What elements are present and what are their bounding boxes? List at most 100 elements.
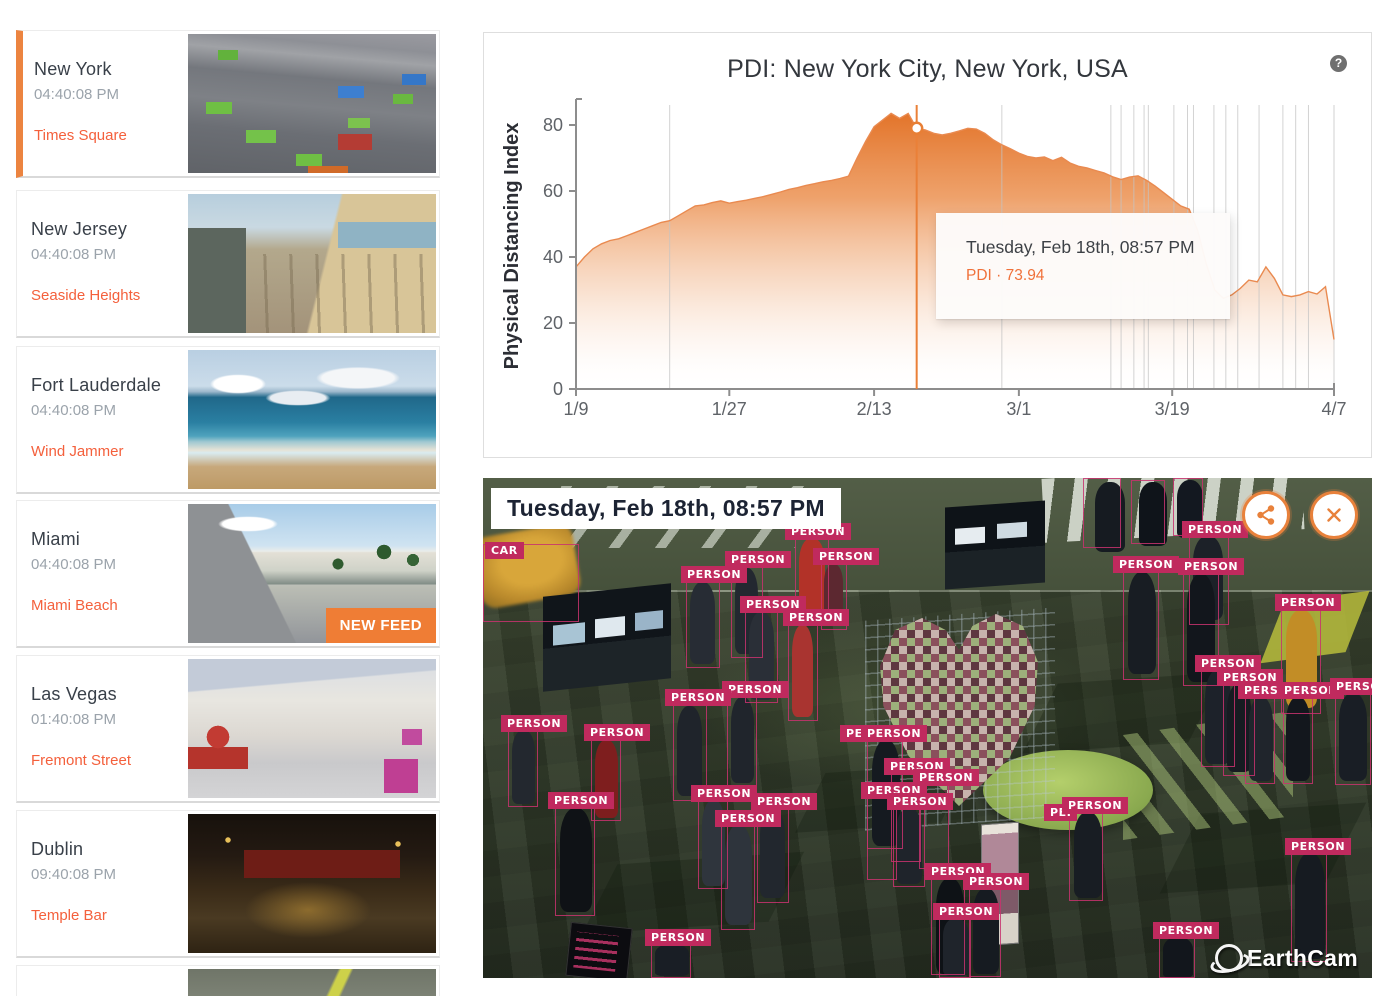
camera-card-dublin[interactable]: Dublin 09:40:08 PM Temple Bar: [16, 810, 440, 958]
help-icon[interactable]: ?: [1330, 55, 1347, 72]
x-tick-label: 1/9: [563, 399, 588, 419]
detection-label: PERSON: [1182, 521, 1249, 538]
detection-label: PERSON: [813, 548, 880, 565]
earthcam-globe-icon: [1214, 944, 1243, 972]
street-sign-board: [565, 921, 633, 978]
pedestrian-figure: [1074, 812, 1102, 898]
camera-time: 04:40:08 PM: [31, 402, 117, 419]
detection-label: PERSON: [1330, 678, 1372, 695]
detection-label: PERSON: [887, 793, 954, 810]
detection-label: PERSON: [740, 596, 807, 613]
share-icon: [1257, 505, 1275, 525]
pedestrian-figure: [973, 888, 999, 974]
tooltip-series: PDI: [966, 267, 992, 284]
x-tick-label: 3/1: [1006, 399, 1031, 419]
detection-label: PERSON: [725, 551, 792, 568]
camera-card-miami[interactable]: Miami 04:40:08 PM Miami Beach NEW FEED: [16, 500, 440, 648]
detection-label: PERSON: [1062, 797, 1129, 814]
camera-city: New York: [34, 59, 112, 79]
tooltip-date: Tuesday, Feb 18th, 08:57 PM: [966, 237, 1195, 257]
camera-card-meta: Fort Lauderdale 04:40:08 PM Wind Jammer: [31, 375, 191, 460]
detection-label: PERSON: [722, 681, 789, 698]
axes: [575, 98, 1335, 390]
camera-thumbnail: NEW FEED: [188, 504, 436, 643]
share-button[interactable]: [1242, 491, 1290, 539]
pedestrian-figure: [1295, 853, 1325, 959]
camera-location: Times Square: [34, 127, 127, 144]
camera-card-meta: New York 04:40:08 PM Times Square: [34, 59, 194, 144]
camera-card-new-york[interactable]: New York 04:40:08 PM Times Square: [16, 30, 440, 178]
detection-label: PERSON: [1195, 655, 1262, 672]
detection-label: PERSON: [548, 792, 615, 809]
camera-city: New Jersey: [31, 219, 128, 239]
camera-location: Fremont Street: [31, 752, 132, 769]
x-tick-label: 2/13: [857, 399, 892, 419]
camera-card-las-vegas[interactable]: Las Vegas 01:40:08 PM Fremont Street: [16, 655, 440, 803]
camera-thumbnail: [188, 969, 436, 996]
detection-bounding-box: [1123, 568, 1159, 680]
y-axis-label: Physical Distancing Index: [501, 123, 523, 370]
detection-bounding-box: [969, 885, 1001, 977]
camera-thumbnail: [188, 350, 436, 489]
earthcam-watermark: EarthCam: [1214, 944, 1358, 972]
x-tick-label: 4/7: [1321, 399, 1346, 419]
camera-location: Temple Bar: [31, 907, 107, 924]
camera-thumbnail: [188, 34, 436, 173]
x-tick-label: 1/27: [712, 399, 747, 419]
camera-card-new-jersey[interactable]: New Jersey 04:40:08 PM Seaside Heights: [16, 190, 440, 338]
detection-label: PERSON: [1278, 682, 1345, 699]
y-tick-label: 40: [543, 247, 563, 267]
pedestrian-figure: [512, 730, 535, 804]
detection-label: PERSON: [783, 609, 850, 626]
close-button[interactable]: [1310, 491, 1358, 539]
detection-label: PERSON: [933, 903, 1000, 920]
pdi-area-chart[interactable]: 0 20 40 60 80 1/9 1/27 2/13 3/1 3/19 4/7 Physical D…: [484, 33, 1373, 459]
detection-label: PERSON: [1217, 669, 1284, 686]
pedestrian-figure: [1163, 937, 1193, 978]
camera-thumbnail: [188, 659, 436, 798]
detection-bounding-box: [893, 805, 925, 887]
camera-card-meta: New Jersey 04:40:08 PM Seaside Heights: [31, 219, 191, 304]
detection-bounding-box: [686, 578, 720, 668]
selected-point-marker: [909, 121, 924, 136]
detection-bounding-box: [939, 915, 971, 978]
pedestrian-figure: [560, 808, 592, 912]
pedestrian-figure: [690, 582, 715, 664]
camera-city: Miami: [31, 529, 80, 549]
pedestrian-figure: [792, 625, 813, 717]
camera-time: 04:40:08 PM: [34, 86, 120, 103]
y-tick-label: 20: [543, 313, 563, 333]
detection-label: PERSON: [963, 873, 1030, 890]
detection-label: PERSON: [1285, 838, 1352, 855]
detection-label: PERSON: [501, 715, 568, 732]
kiosk-bins: [945, 500, 1045, 590]
camera-location: Miami Beach: [31, 597, 118, 614]
detection-label: PERSON: [584, 724, 651, 741]
detection-bounding-box: [508, 727, 538, 807]
camera-card-fort-lauderdale[interactable]: Fort Lauderdale 04:40:08 PM Wind Jammer: [16, 346, 440, 494]
detection-label: CAR: [485, 542, 524, 559]
camera-time: 09:40:08 PM: [31, 866, 117, 883]
camera-thumbnail: [188, 194, 436, 333]
camera-time: 01:40:08 PM: [31, 711, 117, 728]
detection-bounding-box: [1069, 809, 1103, 901]
x-tick-label: 3/19: [1155, 399, 1190, 419]
detection-label: PERSON: [1113, 556, 1180, 573]
new-feed-badge: NEW FEED: [325, 608, 436, 643]
camera-feed-panel: CAR PERSON PERSON PERSON PERSON PERSON PERSON P…: [483, 478, 1372, 978]
y-tick-label: 80: [543, 115, 563, 135]
detection-bounding-box: [1245, 694, 1275, 784]
camera-sidebar[interactable]: New York 04:40:08 PM Times Square New Jerse…: [0, 0, 462, 996]
chart-tooltip: Tuesday, Feb 18th, 08:57 PM PDI · 73.94: [936, 213, 1230, 319]
detection-bounding-box: [1335, 690, 1371, 785]
detection-label: PERSON: [1153, 922, 1220, 939]
earthcam-logo-text: EarthCam: [1246, 944, 1358, 971]
camera-card-meta: Dublin 09:40:08 PM Temple Bar: [31, 839, 191, 924]
camera-thumbnail: [188, 814, 436, 953]
detection-label: PERSON: [913, 769, 980, 786]
detection-bounding-box: [483, 544, 579, 622]
pedestrian-figure: [677, 706, 702, 796]
camera-card-meta: Las Vegas 01:40:08 PM Fremont Street: [31, 684, 191, 769]
pdi-chart-card: PDI: New York City, New York, USA ? 0 20 4…: [483, 32, 1372, 458]
camera-card-partial[interactable]: [16, 965, 440, 996]
